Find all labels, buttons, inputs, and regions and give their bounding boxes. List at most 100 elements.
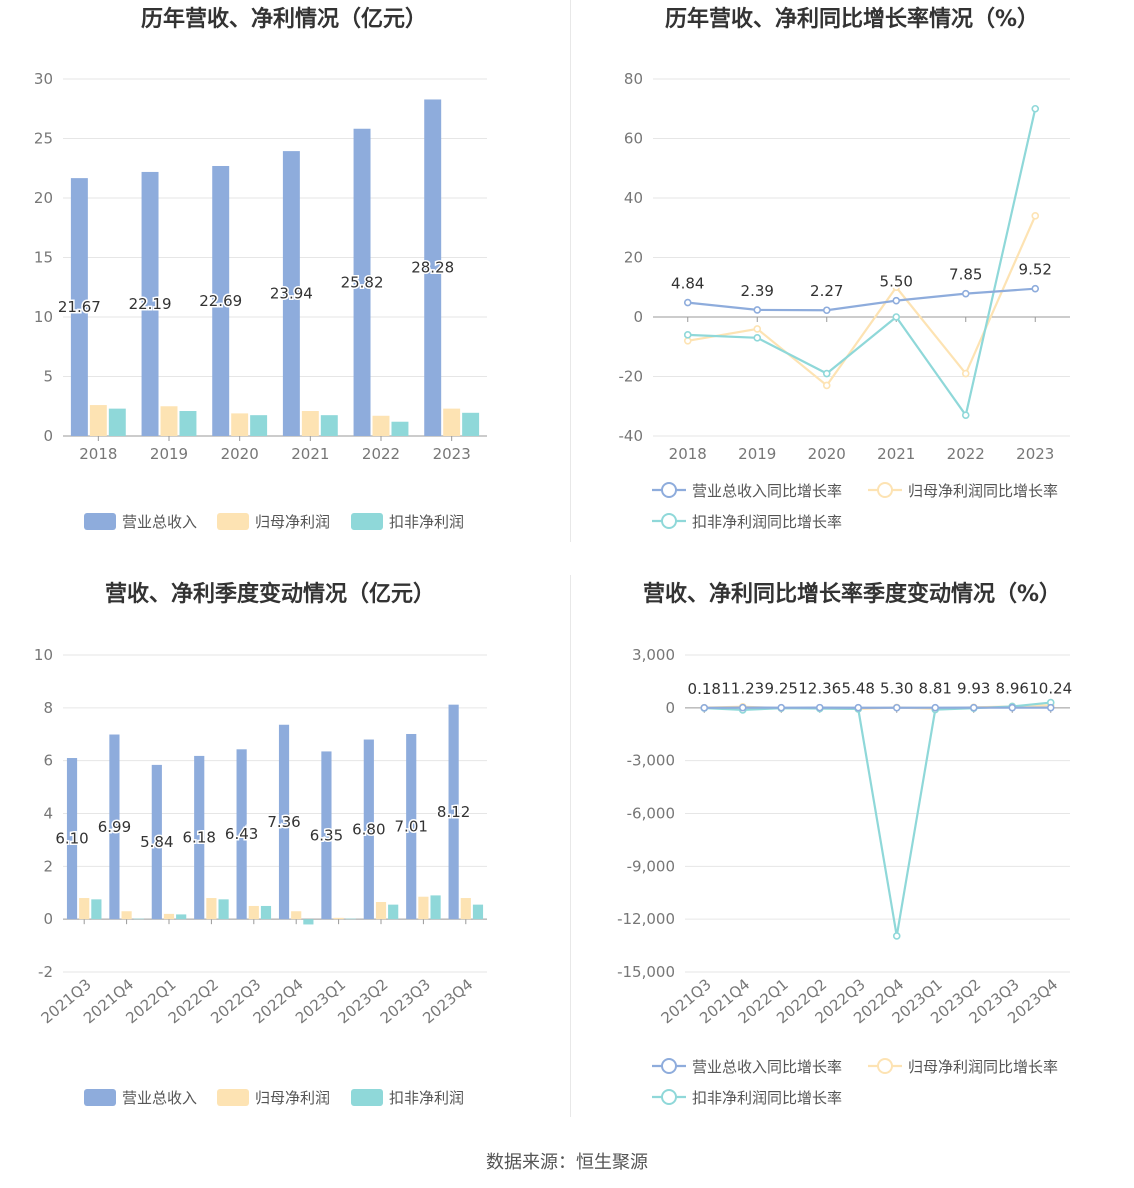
x-tick-label: 2018	[669, 445, 707, 463]
legend-swatch	[217, 513, 249, 530]
legend-label: 扣非净利润同比增长率	[692, 1089, 842, 1107]
bar-0-2023Q2	[363, 739, 374, 920]
point-0-2022Q4	[892, 703, 901, 712]
legend-label: 营业总收入	[122, 1089, 197, 1107]
point-1-2023	[1031, 212, 1040, 220]
revenue-growth-label: 5.48	[842, 680, 875, 698]
bar-1-2023Q4	[460, 898, 471, 920]
y-tick-label: 60	[624, 130, 643, 148]
y-tick-label: 20	[34, 189, 53, 207]
legend-swatch	[84, 1089, 116, 1106]
x-tick-label: 2021	[291, 445, 329, 463]
bar-1-2021Q4	[121, 911, 132, 920]
bar-0-2023Q3	[406, 733, 417, 920]
y-tick-label: 3,000	[632, 646, 675, 664]
point-2-2019	[753, 334, 762, 342]
legend-swatch	[351, 513, 383, 530]
bar-1-2023Q2	[375, 901, 387, 920]
panel-quarterly-growth: 营收、净利同比增长率季度变动情况（%） -15,000 -12,000 -9,000 -…	[572, 575, 1132, 1120]
revenue-data-label: 25.82	[341, 273, 384, 291]
x-tick-label: 2022	[362, 445, 400, 463]
bar-1-2022Q4	[291, 911, 302, 920]
legend-label: 营业总收入同比增长率	[692, 1058, 842, 1076]
bar-0-2022Q4	[278, 724, 290, 920]
point-2-2022Q4	[892, 932, 901, 940]
y-tick-label: 40	[624, 189, 643, 207]
revenue-growth-label: 11.23	[721, 680, 764, 698]
revenue-growth-label: 9.93	[957, 680, 990, 698]
revenue-growth-label: 5.30	[880, 680, 913, 698]
point-0-2023Q1	[931, 703, 940, 712]
bar-0-2021	[282, 151, 300, 436]
point-2-2023	[1031, 104, 1040, 113]
x-tick-label: 2019	[738, 445, 776, 463]
bar-1-2018	[89, 405, 107, 436]
vertical-divider-top	[570, 0, 571, 542]
panel-quarterly-values: 营收、净利季度变动情况（亿元） -2 0 2 4 6 8 10 2021Q3 2021Q4 2022…	[0, 575, 570, 1120]
x-tick-label: 2019	[150, 445, 188, 463]
bar-1-2022Q3	[248, 905, 259, 920]
revenue-data-label: 6.80	[352, 820, 385, 838]
revenue-data-label: 6.35	[310, 826, 343, 844]
bar-1-2019	[160, 406, 178, 436]
bar-1-2022	[372, 415, 390, 436]
revenue-data-label: 6.10	[55, 830, 88, 848]
bar-0-2019	[141, 171, 159, 436]
y-tick-label: 25	[34, 130, 53, 148]
legend-swatch	[351, 1089, 383, 1106]
x-tick-label: 2023	[433, 445, 471, 463]
point-2-2022	[961, 411, 970, 419]
revenue-growth-label: 2.27	[810, 282, 843, 300]
bar-2-2018	[108, 408, 126, 436]
revenue-data-label: 6.43	[225, 825, 258, 843]
bar-0-2023Q1	[321, 751, 332, 920]
chart-title: 营收、净利季度变动情况（亿元）	[105, 581, 435, 607]
legend-marker	[661, 1089, 677, 1105]
legend-marker	[877, 482, 893, 498]
x-tick-label: 2020	[808, 445, 846, 463]
x-tick-label: 2023	[1016, 445, 1054, 463]
y-tick-label: 10	[34, 308, 53, 326]
legend-marker	[877, 1058, 893, 1074]
bar-2-2023Q1	[345, 918, 356, 920]
bar-1-2023Q1	[333, 917, 344, 920]
bar-2-2022Q1	[176, 914, 187, 920]
point-0-2022Q1	[777, 703, 786, 712]
y-tick-label: 8	[43, 699, 53, 717]
revenue-growth-label: 9.52	[1019, 261, 1052, 279]
y-tick-label: -6,000	[627, 805, 675, 823]
panel-annual-values: 历年营收、净利情况（亿元） 0 5 10 15 20 25 30 2018 2019 2020 202…	[0, 0, 570, 545]
bar-2-2020	[250, 415, 268, 436]
chart-title: 历年营收、净利同比增长率情况（%）	[665, 6, 1039, 32]
legend-label: 归母净利润	[255, 513, 330, 531]
revenue-data-label: 6.18	[183, 829, 216, 847]
y-tick-label: 6	[43, 752, 53, 770]
bar-2-2021Q4	[133, 918, 144, 920]
revenue-growth-label: 5.50	[880, 273, 913, 291]
bar-0-2022Q3	[236, 749, 247, 920]
legend-label: 扣非净利润同比增长率	[692, 513, 842, 531]
point-1-2021	[892, 283, 901, 292]
point-2-2021	[892, 313, 901, 321]
point-0-2023	[1031, 284, 1040, 293]
y-tick-label: 0	[633, 308, 643, 326]
bar-2-2023Q4	[472, 904, 484, 920]
bar-2-2023	[462, 412, 480, 436]
y-tick-label: 0	[43, 427, 53, 445]
x-tick-label: 2021	[877, 445, 915, 463]
y-tick-label: -3,000	[627, 752, 675, 770]
bar-0-2021Q4	[109, 734, 120, 920]
bar-2-2023Q3	[430, 895, 441, 920]
point-0-2021Q3	[700, 704, 709, 712]
point-0-2022	[961, 289, 970, 298]
y-tick-label: 80	[624, 70, 643, 88]
legend-marker	[661, 513, 677, 529]
y-tick-label: 2	[43, 857, 53, 875]
revenue-growth-label: 7.85	[949, 266, 982, 284]
bar-2-2022Q3	[260, 905, 272, 920]
point-1-2018	[683, 336, 692, 345]
point-0-2021	[892, 296, 901, 305]
chart-title: 历年营收、净利情况（亿元）	[141, 6, 427, 32]
bar-2-2019	[179, 411, 197, 436]
data-source-footer: 数据来源：恒生聚源	[486, 1152, 648, 1173]
